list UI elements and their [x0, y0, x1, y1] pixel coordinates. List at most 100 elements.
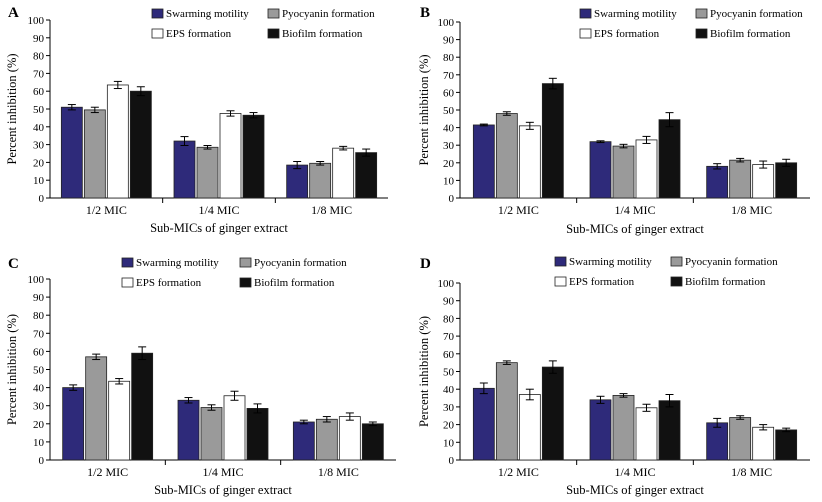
legend-label: Swarming motility — [594, 8, 677, 20]
y-tick-label: 0 — [449, 193, 455, 205]
bar-eps-formation — [635, 407, 658, 461]
y-axis-title: Percent inhibition (%) — [417, 54, 431, 165]
legend-label: Pyocyanin formation — [685, 256, 778, 268]
y-tick-label: 80 — [33, 310, 45, 322]
legend-swatch — [670, 276, 683, 287]
bar-swarming-motility — [60, 106, 83, 199]
legend-label: Biofilm formation — [685, 276, 766, 288]
legend-label: Pyocyanin formation — [282, 8, 375, 20]
legend-label: EPS formation — [166, 28, 232, 40]
category-label: 1/2 MIC — [498, 465, 539, 479]
y-tick-label: 90 — [443, 296, 455, 308]
bar-biofilm-formation — [658, 119, 681, 199]
y-tick-label: 70 — [33, 68, 45, 80]
chart-panel-c: C 0 10 20 30 40 50 60 70 80 90 100 Percent inhibitio… — [5, 256, 396, 497]
legend-swatch — [695, 8, 708, 19]
y-tick-label: 50 — [443, 105, 455, 117]
legend-swatch — [121, 277, 134, 288]
bar-swarming-motility — [472, 124, 495, 199]
legend-swatch — [121, 257, 134, 268]
bar-eps-formation — [338, 416, 361, 461]
y-tick-label: 10 — [33, 437, 45, 449]
legend-swatch — [239, 257, 252, 268]
category-label: 1/4 MIC — [198, 203, 239, 217]
y-tick-label: 30 — [443, 140, 455, 152]
legend-swatch — [267, 28, 280, 39]
chart-panel-b: B 0 10 20 30 40 50 60 70 80 90 100 Percent inhibitio… — [417, 5, 810, 236]
bar-swarming-motility — [292, 421, 315, 461]
category-label: 1/8 MIC — [311, 203, 352, 217]
bar-pyocyanin-formation — [729, 417, 752, 461]
category-label: 1/4 MIC — [614, 203, 655, 217]
legend-label: EPS formation — [594, 28, 660, 40]
legend-label: Swarming motility — [136, 257, 219, 269]
y-tick-label: 10 — [443, 175, 455, 187]
y-tick-label: 50 — [33, 104, 45, 116]
bar-biofilm-formation — [361, 423, 384, 461]
y-tick-label: 40 — [33, 383, 45, 395]
legend-label: Biofilm formation — [282, 28, 363, 40]
bar-eps-formation — [219, 113, 242, 199]
legend-label: Swarming motility — [166, 8, 249, 20]
y-tick-label: 40 — [443, 384, 455, 396]
y-tick-label: 90 — [33, 33, 45, 45]
chart-panel-a: A 0 10 20 30 40 50 60 70 80 90 100 Percent inhibitio… — [5, 5, 388, 235]
category-label: 1/8 MIC — [731, 203, 772, 217]
bar-pyocyanin-formation — [85, 356, 108, 461]
legend-swatch — [151, 8, 164, 19]
legend-label: Swarming motility — [569, 256, 652, 268]
y-tick-label: 70 — [443, 331, 455, 343]
y-tick-label: 0 — [39, 193, 45, 205]
bar-eps-formation — [635, 139, 658, 199]
bar-eps-formation — [223, 395, 246, 461]
legend-swatch — [554, 256, 567, 267]
y-tick-label: 30 — [33, 401, 45, 413]
x-axis-title: Sub-MICs of ginger extract — [150, 221, 288, 235]
y-tick-label: 20 — [443, 420, 455, 432]
legend: Swarming motility Pyocyanin formation EPS … — [579, 8, 803, 40]
bar-biofilm-formation — [775, 162, 798, 199]
category-label: 1/2 MIC — [86, 203, 127, 217]
bar-biofilm-formation — [775, 429, 798, 461]
legend-swatch — [579, 8, 592, 19]
bar-pyocyanin-formation — [612, 145, 635, 199]
y-tick-label: 90 — [33, 292, 45, 304]
y-tick-label: 0 — [449, 455, 455, 467]
bar-swarming-motility — [177, 399, 200, 461]
legend-swatch — [670, 256, 683, 267]
bar-eps-formation — [332, 147, 355, 199]
y-tick-label: 30 — [33, 140, 45, 152]
category-label: 1/2 MIC — [87, 465, 128, 479]
y-tick-label: 80 — [443, 313, 455, 325]
category-label: 1/8 MIC — [731, 465, 772, 479]
bar-biofilm-formation — [131, 352, 154, 461]
legend-swatch — [695, 28, 708, 39]
y-tick-label: 100 — [28, 274, 45, 286]
bar-biofilm-formation — [129, 90, 152, 199]
bar-swarming-motility — [472, 387, 495, 461]
bar-pyocyanin-formation — [495, 113, 518, 199]
category-label: 1/4 MIC — [202, 465, 243, 479]
x-axis-title: Sub-MICs of ginger extract — [154, 483, 292, 497]
legend: Swarming motility Pyocyanin formation EPS … — [554, 256, 778, 288]
chart-panel-d: D 0 10 20 30 40 50 60 70 80 90 100 Percent inhibitio… — [417, 256, 810, 497]
y-tick-label: 70 — [443, 70, 455, 82]
legend: Swarming motility Pyocyanin formation EPS … — [121, 257, 347, 289]
category-label: 1/4 MIC — [614, 465, 655, 479]
y-tick-label: 100 — [28, 15, 45, 27]
bar-biofilm-formation — [541, 366, 564, 461]
bar-biofilm-formation — [242, 114, 265, 199]
category-label: 1/2 MIC — [498, 203, 539, 217]
y-tick-label: 100 — [438, 278, 455, 290]
panel-letter: C — [8, 256, 19, 272]
y-tick-label: 60 — [443, 87, 455, 99]
legend-label: Pyocyanin formation — [710, 8, 803, 20]
panel-letter: D — [420, 256, 431, 272]
x-axis-title: Sub-MICs of ginger extract — [566, 483, 704, 497]
y-tick-label: 90 — [443, 35, 455, 47]
y-tick-label: 30 — [443, 402, 455, 414]
legend-swatch — [579, 28, 592, 39]
bar-swarming-motility — [62, 387, 85, 461]
bar-biofilm-formation — [541, 83, 564, 199]
y-tick-label: 100 — [438, 17, 455, 29]
